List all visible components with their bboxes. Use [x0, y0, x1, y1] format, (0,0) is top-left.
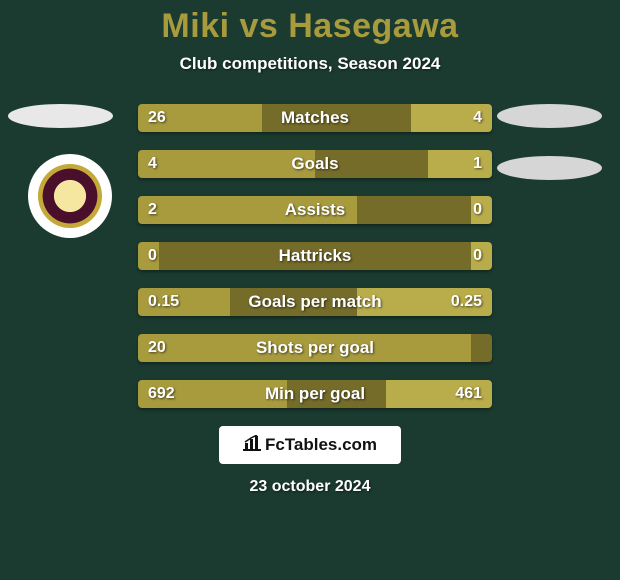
bar-segment-right — [428, 150, 492, 178]
page-title: Miki vs Hasegawa — [0, 7, 620, 46]
bar-segment-left — [138, 196, 357, 224]
bar-segment-mid — [471, 334, 492, 362]
brand-text: FcTables.com — [265, 435, 377, 455]
bar-segment-left — [138, 334, 471, 362]
page-subtitle: Club competitions, Season 2024 — [0, 54, 620, 74]
stat-row: Goals per match0.150.25 — [138, 288, 492, 316]
bar-segment-left — [138, 150, 315, 178]
player-left-badge — [8, 104, 113, 128]
bar-segment-mid — [315, 150, 428, 178]
bar-segment-mid — [357, 196, 470, 224]
bar-segment-mid — [287, 380, 386, 408]
bar-segment-right — [357, 288, 492, 316]
player-right-badge-2 — [497, 156, 602, 180]
bar-segment-right — [411, 104, 492, 132]
chart-icon — [243, 435, 261, 456]
bar-segment-right — [471, 242, 492, 270]
bar-segment-left — [138, 242, 159, 270]
stat-bars: Matches264 Goals41 Assists20 Hattricks00 Goa… — [138, 104, 492, 408]
bar-segment-left — [138, 288, 230, 316]
bar-segment-left — [138, 380, 287, 408]
stat-row: Goals41 — [138, 150, 492, 178]
stats-area: Matches264 Goals41 Assists20 Hattricks00 Goa… — [0, 104, 620, 408]
stat-row: Hattricks00 — [138, 242, 492, 270]
bar-segment-right — [386, 380, 492, 408]
bar-segment-mid — [262, 104, 411, 132]
player-right-badge — [497, 104, 602, 128]
stat-row: Matches264 — [138, 104, 492, 132]
club-logo — [28, 154, 112, 238]
stat-row: Shots per goal20 — [138, 334, 492, 362]
comparison-card: Miki vs Hasegawa Club competitions, Seas… — [0, 0, 620, 580]
stat-row: Assists20 — [138, 196, 492, 224]
bar-segment-mid — [159, 242, 471, 270]
footer-date: 23 october 2024 — [0, 478, 620, 496]
stat-row: Min per goal692461 — [138, 380, 492, 408]
bar-segment-mid — [230, 288, 357, 316]
brand-badge[interactable]: FcTables.com — [219, 426, 401, 464]
bar-segment-left — [138, 104, 262, 132]
club-crest-icon — [38, 164, 102, 228]
bar-segment-right — [471, 196, 492, 224]
